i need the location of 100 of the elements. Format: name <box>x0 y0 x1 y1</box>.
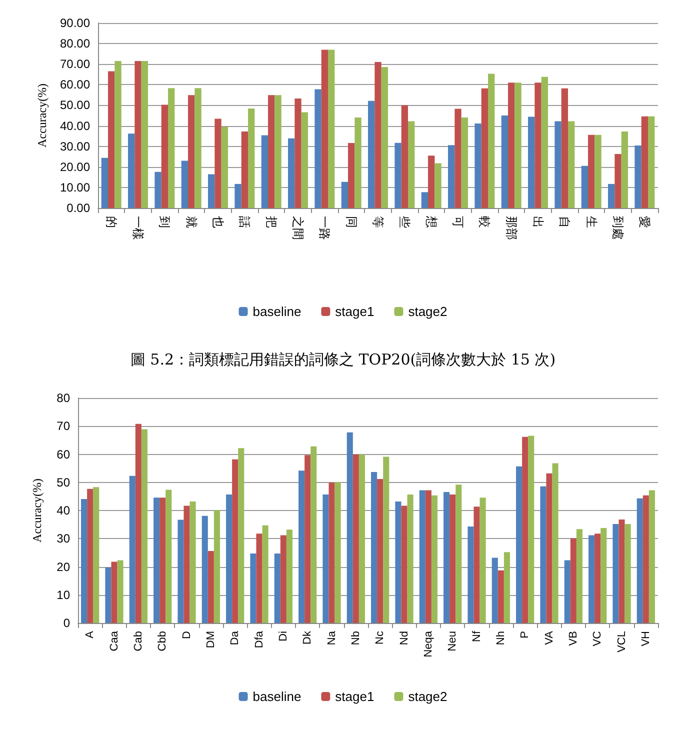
bar <box>261 135 268 208</box>
x-tick-label: Caa <box>108 630 120 652</box>
y-tick-label: 70.00 <box>60 57 90 72</box>
bar <box>274 554 280 623</box>
bar <box>434 163 442 208</box>
bar <box>371 472 378 623</box>
legend-label: stage2 <box>408 304 448 319</box>
bar <box>87 488 94 623</box>
bar <box>419 490 426 623</box>
y-tick-label: 0 <box>63 616 70 630</box>
x-tick-label: 到 <box>158 216 172 228</box>
bar <box>428 156 435 208</box>
bar <box>456 484 462 623</box>
bar <box>522 436 528 623</box>
bar <box>648 490 655 623</box>
x-tick-label: Nd <box>398 631 410 646</box>
bar <box>576 529 582 623</box>
x-tick-label: 等 <box>371 216 385 228</box>
x-tick-label: 出 <box>531 216 545 228</box>
bar <box>262 525 268 623</box>
bar <box>600 528 607 623</box>
bar <box>114 61 122 208</box>
x-tick-label: 就 <box>184 216 198 228</box>
bar <box>108 71 115 208</box>
bar <box>498 570 504 623</box>
x-tick-label: Nc <box>374 630 386 644</box>
bar <box>178 520 184 623</box>
x-tick-label: Nb <box>350 631 362 646</box>
bar <box>294 98 302 208</box>
bar <box>401 506 408 623</box>
bar <box>588 535 595 623</box>
bar <box>394 142 402 208</box>
bar <box>641 116 648 208</box>
bar <box>250 554 256 623</box>
x-tick-label: 一樣 <box>131 216 145 240</box>
x-tick-label: Neu <box>446 631 459 652</box>
x-tick-label: A <box>84 630 96 638</box>
bar <box>534 82 542 208</box>
bar <box>634 146 642 208</box>
bar <box>421 192 428 208</box>
bar <box>214 510 220 623</box>
bar <box>202 516 208 623</box>
y-axis-title: Accuracy(%) <box>35 84 49 148</box>
bar <box>256 534 262 623</box>
x-tick-label: P <box>519 631 532 638</box>
x-tick-label: Dfa <box>253 630 266 648</box>
bar <box>208 174 215 208</box>
x-tick-label: Da <box>229 630 242 646</box>
bar <box>488 74 495 208</box>
y-tick-label: 30 <box>56 532 70 546</box>
x-tick-label: 生 <box>584 216 598 228</box>
bar <box>111 562 118 623</box>
bar <box>352 454 359 623</box>
x-tick-label: Nf <box>470 630 483 642</box>
bar <box>552 463 558 623</box>
bar <box>101 158 108 208</box>
x-tick-label: 同 <box>344 216 358 228</box>
y-tick-label: 50.00 <box>60 98 90 112</box>
bar <box>461 118 468 208</box>
bar <box>408 121 415 208</box>
bar <box>93 487 100 623</box>
bar <box>618 520 625 623</box>
bar <box>374 62 382 208</box>
x-tick-label: 把 <box>264 216 278 228</box>
bar <box>154 172 162 208</box>
bar <box>407 494 414 623</box>
bar <box>134 61 142 208</box>
bar <box>81 498 88 623</box>
x-tick-label: Cab <box>132 631 144 652</box>
y-axis-title: Accuracy(%) <box>30 478 44 542</box>
bar <box>608 184 615 208</box>
bar <box>541 76 548 208</box>
bar <box>621 132 628 208</box>
y-tick-label: 0.00 <box>66 201 90 215</box>
legend-label: stage2 <box>408 689 448 704</box>
x-tick-label: VA <box>543 630 556 645</box>
x-tick-label: Dk <box>302 630 314 644</box>
y-tick-label: 30.00 <box>60 139 90 154</box>
x-tick-label: Neqa <box>422 630 434 658</box>
bar <box>248 108 255 208</box>
bar <box>161 104 168 208</box>
x-tick-label: 可 <box>451 216 465 228</box>
bar <box>168 88 175 208</box>
x-tick-label: 話 <box>238 216 252 228</box>
bar <box>383 456 390 623</box>
bar <box>468 526 474 623</box>
bar <box>381 66 388 208</box>
bar <box>480 498 486 623</box>
bar <box>188 95 195 208</box>
bar <box>564 560 570 623</box>
bar <box>328 482 335 623</box>
bar <box>450 494 456 623</box>
bar <box>614 154 622 208</box>
y-tick-label: 10 <box>56 588 70 602</box>
bar <box>194 88 202 208</box>
y-tick-label: 90.00 <box>60 16 90 30</box>
x-tick-label: 那部 <box>504 216 518 240</box>
y-tick-label: 70 <box>56 419 70 434</box>
bar <box>612 524 619 623</box>
bar <box>444 492 450 623</box>
